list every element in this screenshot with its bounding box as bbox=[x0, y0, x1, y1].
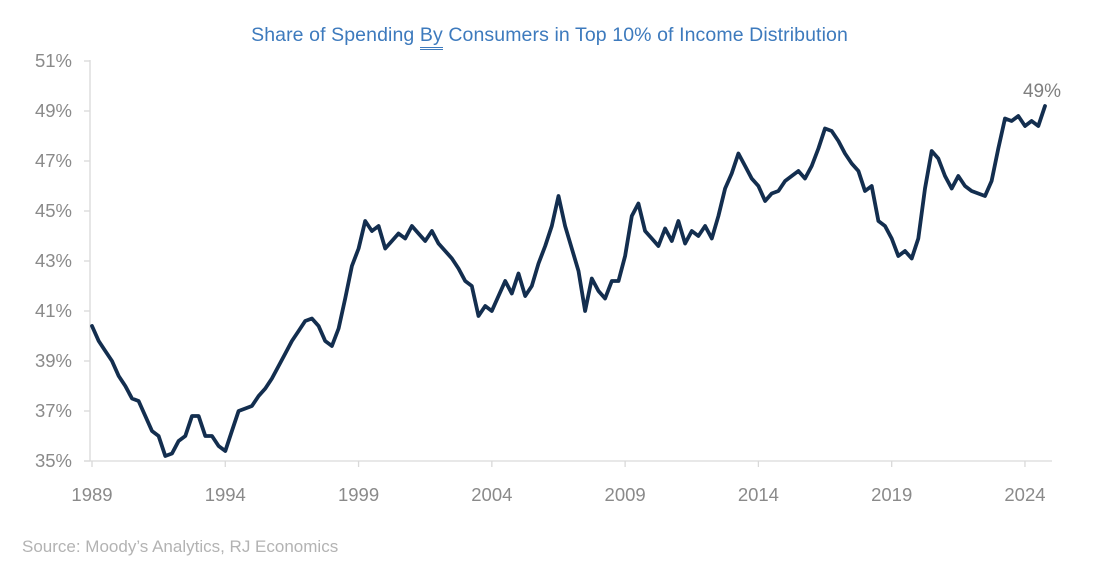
last-value-annotation: 49% bbox=[1022, 81, 1062, 102]
spending-share-line bbox=[90, 104, 1047, 458]
x-axis-tick-label: 2009 bbox=[604, 484, 646, 505]
y-axis-tick-label: 51% bbox=[34, 50, 72, 71]
y-axis-tick-label: 37% bbox=[34, 400, 72, 421]
chart-title-prefix: Share of Spending bbox=[251, 24, 420, 46]
x-axis-tick-label: 1994 bbox=[204, 484, 246, 505]
source-note: Source: Moody’s Analytics, RJ Economics bbox=[22, 537, 339, 556]
y-axis-tick-label: 43% bbox=[34, 250, 72, 271]
chart-title: Share of Spending By Consumers in Top 10… bbox=[0, 24, 1099, 50]
y-axis-tick-label: 35% bbox=[34, 450, 72, 471]
x-axis-tick-label: 1989 bbox=[71, 484, 113, 505]
x-axis-tick-label: 1999 bbox=[337, 484, 380, 505]
x-axis-tick-label: 2019 bbox=[871, 484, 913, 505]
chart-title-underlined-word: By bbox=[419, 24, 443, 50]
x-axis-tick-label: 2024 bbox=[1004, 484, 1046, 505]
x-axis-tick-label: 2014 bbox=[737, 484, 779, 505]
x-axis-tick-label: 2004 bbox=[471, 484, 513, 505]
y-axis-tick-label: 39% bbox=[34, 350, 72, 371]
y-axis-tick-label: 47% bbox=[34, 150, 72, 171]
y-axis-tick-label: 45% bbox=[34, 200, 72, 221]
y-axis-tick-label: 49% bbox=[34, 100, 72, 121]
y-axis-tick-label: 41% bbox=[34, 300, 72, 321]
chart-title-suffix: Consumers in Top 10% of Income Distribut… bbox=[442, 24, 848, 46]
